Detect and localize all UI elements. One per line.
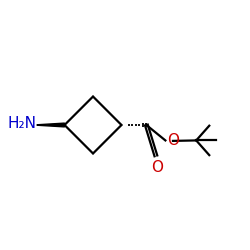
Text: O: O [167, 133, 179, 148]
Polygon shape [37, 123, 64, 127]
Text: O: O [151, 160, 163, 175]
Text: H₂N: H₂N [7, 116, 36, 131]
